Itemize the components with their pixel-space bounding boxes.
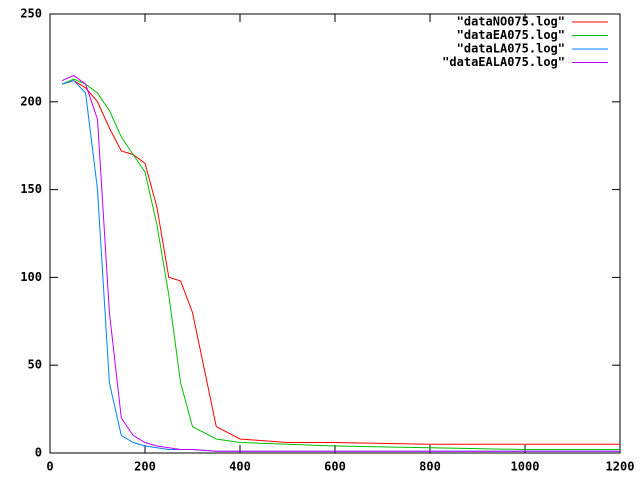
- y-tick-label: 50: [28, 358, 42, 372]
- y-tick-label: 0: [35, 446, 42, 460]
- data-line: [61, 78, 620, 450]
- legend-label: "dataEALA075.log": [442, 55, 565, 69]
- plot-border: [49, 13, 621, 454]
- data-line: [61, 80, 620, 452]
- x-tick-label: 1000: [511, 460, 540, 474]
- legend-label: "dataLA075.log": [457, 42, 565, 56]
- x-tick-label: 200: [134, 460, 156, 474]
- x-tick-label: 600: [324, 460, 346, 474]
- legend-label: "dataEA075.log": [457, 28, 565, 42]
- data-line: [61, 74, 620, 452]
- legend-label: "dataNO075.log": [457, 15, 565, 29]
- data-line: [61, 80, 620, 445]
- x-tick-label: 400: [229, 460, 251, 474]
- y-tick-label: 100: [20, 270, 42, 284]
- x-tick-label: 800: [419, 460, 441, 474]
- x-tick-label: 0: [46, 460, 53, 474]
- x-tick-label: 1200: [606, 460, 635, 474]
- y-tick-label: 250: [20, 7, 42, 21]
- y-tick-label: 200: [20, 94, 42, 108]
- y-tick-label: 150: [20, 182, 42, 196]
